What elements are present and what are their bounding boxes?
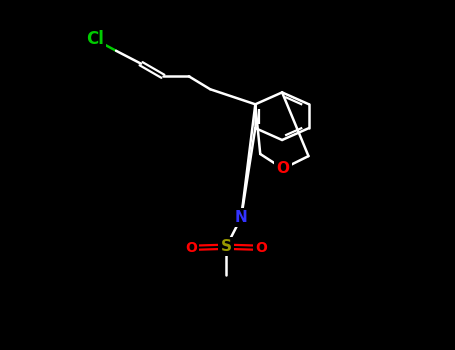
Text: N: N bbox=[235, 210, 248, 225]
Text: Cl: Cl bbox=[86, 30, 104, 48]
Text: S: S bbox=[221, 239, 232, 254]
Text: O: O bbox=[255, 241, 267, 255]
Text: O: O bbox=[277, 161, 289, 176]
Text: O: O bbox=[185, 241, 197, 255]
